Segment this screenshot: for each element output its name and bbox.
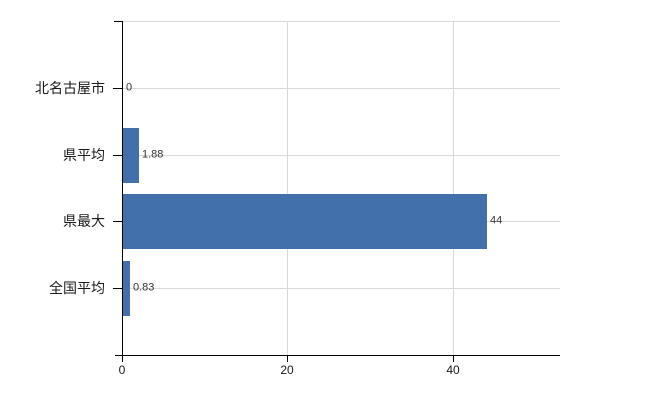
bar: [123, 194, 487, 249]
x-axis-line: [115, 355, 560, 356]
gridline-horizontal: [122, 155, 560, 156]
value-label: 44: [490, 214, 503, 227]
y-axis-line: [122, 21, 123, 356]
category-label: 県平均: [63, 147, 105, 163]
x-tick-label: 20: [280, 363, 294, 377]
x-axis-tick: [122, 355, 123, 362]
category-label: 県最大: [63, 213, 105, 229]
y-axis-tick: [113, 88, 122, 89]
gridline-top: [122, 21, 560, 22]
gridline-horizontal: [122, 88, 560, 89]
value-label: 1.88: [142, 148, 164, 161]
value-label: 0.83: [133, 281, 155, 294]
plot-area: 0 1.88 44 0.83: [122, 21, 560, 355]
y-axis-tick: [113, 288, 122, 289]
x-axis-tick: [287, 355, 288, 362]
bar: [123, 128, 139, 183]
value-label: 0: [126, 81, 133, 94]
gridline-horizontal: [122, 288, 560, 289]
y-axis-tick: [113, 155, 122, 156]
y-axis-tick: [113, 221, 122, 222]
x-tick-label: 0: [118, 363, 126, 377]
x-tick-label: 40: [446, 363, 460, 377]
x-axis-tick: [453, 355, 454, 362]
gridline-vertical: [287, 21, 288, 355]
category-label: 全国平均: [49, 280, 105, 296]
bar: [123, 261, 130, 316]
y-axis-top-tick: [114, 21, 122, 22]
gridline-vertical: [453, 21, 454, 355]
category-label: 北名古屋市: [35, 80, 105, 96]
